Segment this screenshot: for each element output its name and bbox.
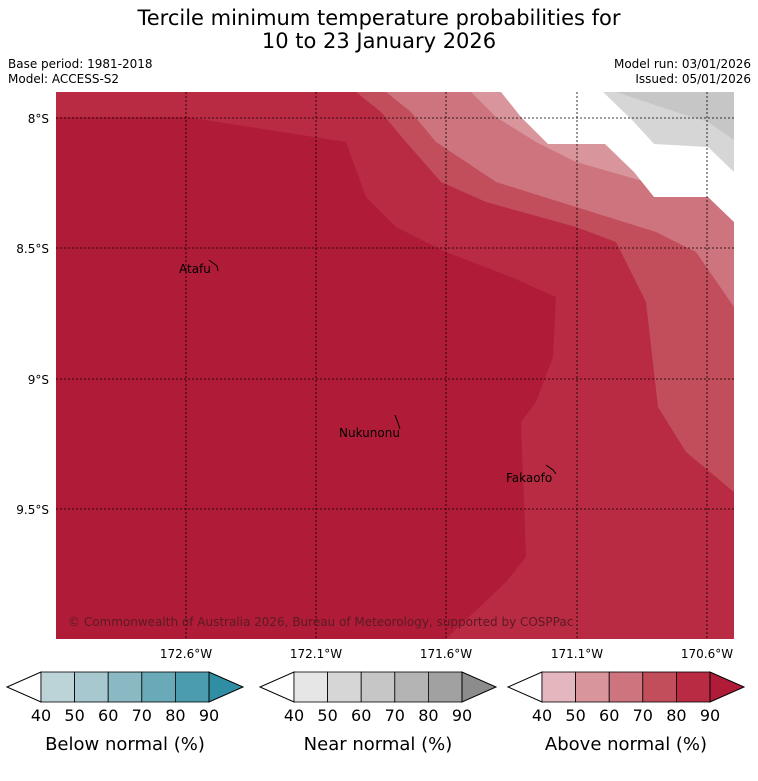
near-normal-legend-swatch <box>293 671 328 703</box>
near-normal-legend-low-arrow <box>258 671 295 703</box>
map-title-line2: 10 to 23 January 2026 <box>261 29 497 53</box>
legend: 40 50 60 70 80 90 Below normal (%) 40 50 60 70 80 90… <box>5 671 746 755</box>
fakaofo-island <box>545 464 557 475</box>
lon-label-170-6w: 170.6°W <box>680 647 734 661</box>
lon-label-171-1w: 171.1°W <box>550 647 604 661</box>
near-normal-legend-tick: 60 <box>351 706 371 725</box>
below-normal-legend-tick: 80 <box>165 706 185 725</box>
lat-label-8s: 8°S <box>27 112 49 126</box>
above-normal-legend-tick: 40 <box>532 706 552 725</box>
near-normal-legend-tick: 90 <box>452 706 472 725</box>
above-normal-legend-tick: 80 <box>666 706 686 725</box>
lat-label-9s: 9°S <box>27 373 49 387</box>
near-normal-legend-high-arrow <box>461 671 498 703</box>
near-normal-legend-tick: 80 <box>418 706 438 725</box>
above-normal-legend-tick: 60 <box>599 706 619 725</box>
lat-label-8-5s: 8.5°S <box>16 242 49 256</box>
issued-text: Issued: 05/01/2026 <box>635 72 751 86</box>
near-normal-legend-tick: 40 <box>284 706 304 725</box>
above-normal-legend-tick: 90 <box>700 706 720 725</box>
above-normal-legend-low-arrow <box>506 671 543 703</box>
above-normal-legend-high-arrow <box>709 671 746 703</box>
lon-label-171-6w: 171.6°W <box>419 647 473 661</box>
map-region-70-80 <box>56 92 734 639</box>
above-normal-legend-swatch <box>676 671 711 703</box>
atafu-island <box>208 259 219 272</box>
below-normal-legend-swatch <box>141 671 176 703</box>
near-normal-legend-tick: 50 <box>317 706 337 725</box>
meta-left: Base period: 1981-2018 Model: ACCESS-S2 <box>8 57 153 87</box>
above-normal-legend-swatch <box>642 671 677 703</box>
below-normal-legend-tick: 90 <box>199 706 219 725</box>
below-normal-legend-swatch <box>107 671 143 703</box>
above-normal-legend-tick: 50 <box>565 706 585 725</box>
lon-label-172-6w: 172.6°W <box>159 647 213 661</box>
copyright-text: © Commonwealth of Australia 2026, Bureau… <box>68 615 573 629</box>
place-label-fakaofo: Fakaofo <box>506 471 552 485</box>
below-normal-legend-low-arrow <box>5 671 42 703</box>
near-normal-legend-swatch <box>427 671 463 703</box>
lon-label-172-1w: 172.1°W <box>289 647 343 661</box>
above-normal-legend-swatch <box>608 671 644 703</box>
map-title-line1: Tercile minimum temperature probabilitie… <box>137 6 621 30</box>
below-normal-legend-tick: 50 <box>64 706 84 725</box>
meta-right: Model run: 03/01/2026 Issued: 05/01/2026 <box>614 57 751 87</box>
below-normal-legend-tick: 40 <box>31 706 51 725</box>
near-normal-legend-swatch <box>360 671 396 703</box>
near-normal-legend-swatch <box>327 671 362 703</box>
below-normal-legend-swatch <box>174 671 210 703</box>
below-normal-legend-tick: 60 <box>98 706 118 725</box>
base-period-text: Base period: 1981-2018 <box>8 57 153 71</box>
place-label-nukunonu: Nukunonu <box>339 426 400 440</box>
below-normal-legend-swatch <box>74 671 109 703</box>
map-region-near-normal-50 <box>616 92 734 140</box>
above-normal-legend-swatch <box>541 671 576 703</box>
below-normal-legend-label: Below normal (%) <box>45 734 205 755</box>
model-run-text: Model run: 03/01/2026 <box>613 57 751 71</box>
above-normal-legend-tick: 70 <box>633 706 653 725</box>
below-normal-legend-high-arrow <box>208 671 245 703</box>
above-normal-legend-label: Above normal (%) <box>545 734 707 755</box>
above-normal-legend-swatch <box>575 671 610 703</box>
lat-label-9-5s: 9.5°S <box>16 503 49 517</box>
graticule <box>56 92 734 639</box>
near-normal-legend-swatch <box>394 671 429 703</box>
model-text: Model: ACCESS-S2 <box>8 72 120 86</box>
near-normal-legend-label: Near normal (%) <box>304 734 453 755</box>
probability-map: Atafu Nukunonu Fakaofo © Commonwealth of… <box>56 92 734 639</box>
near-normal-legend-tick: 70 <box>385 706 405 725</box>
below-normal-legend-swatch <box>40 671 75 703</box>
place-label-atafu: Atafu <box>179 262 211 276</box>
below-normal-legend-tick: 70 <box>132 706 152 725</box>
nukunonu-island <box>394 414 401 430</box>
